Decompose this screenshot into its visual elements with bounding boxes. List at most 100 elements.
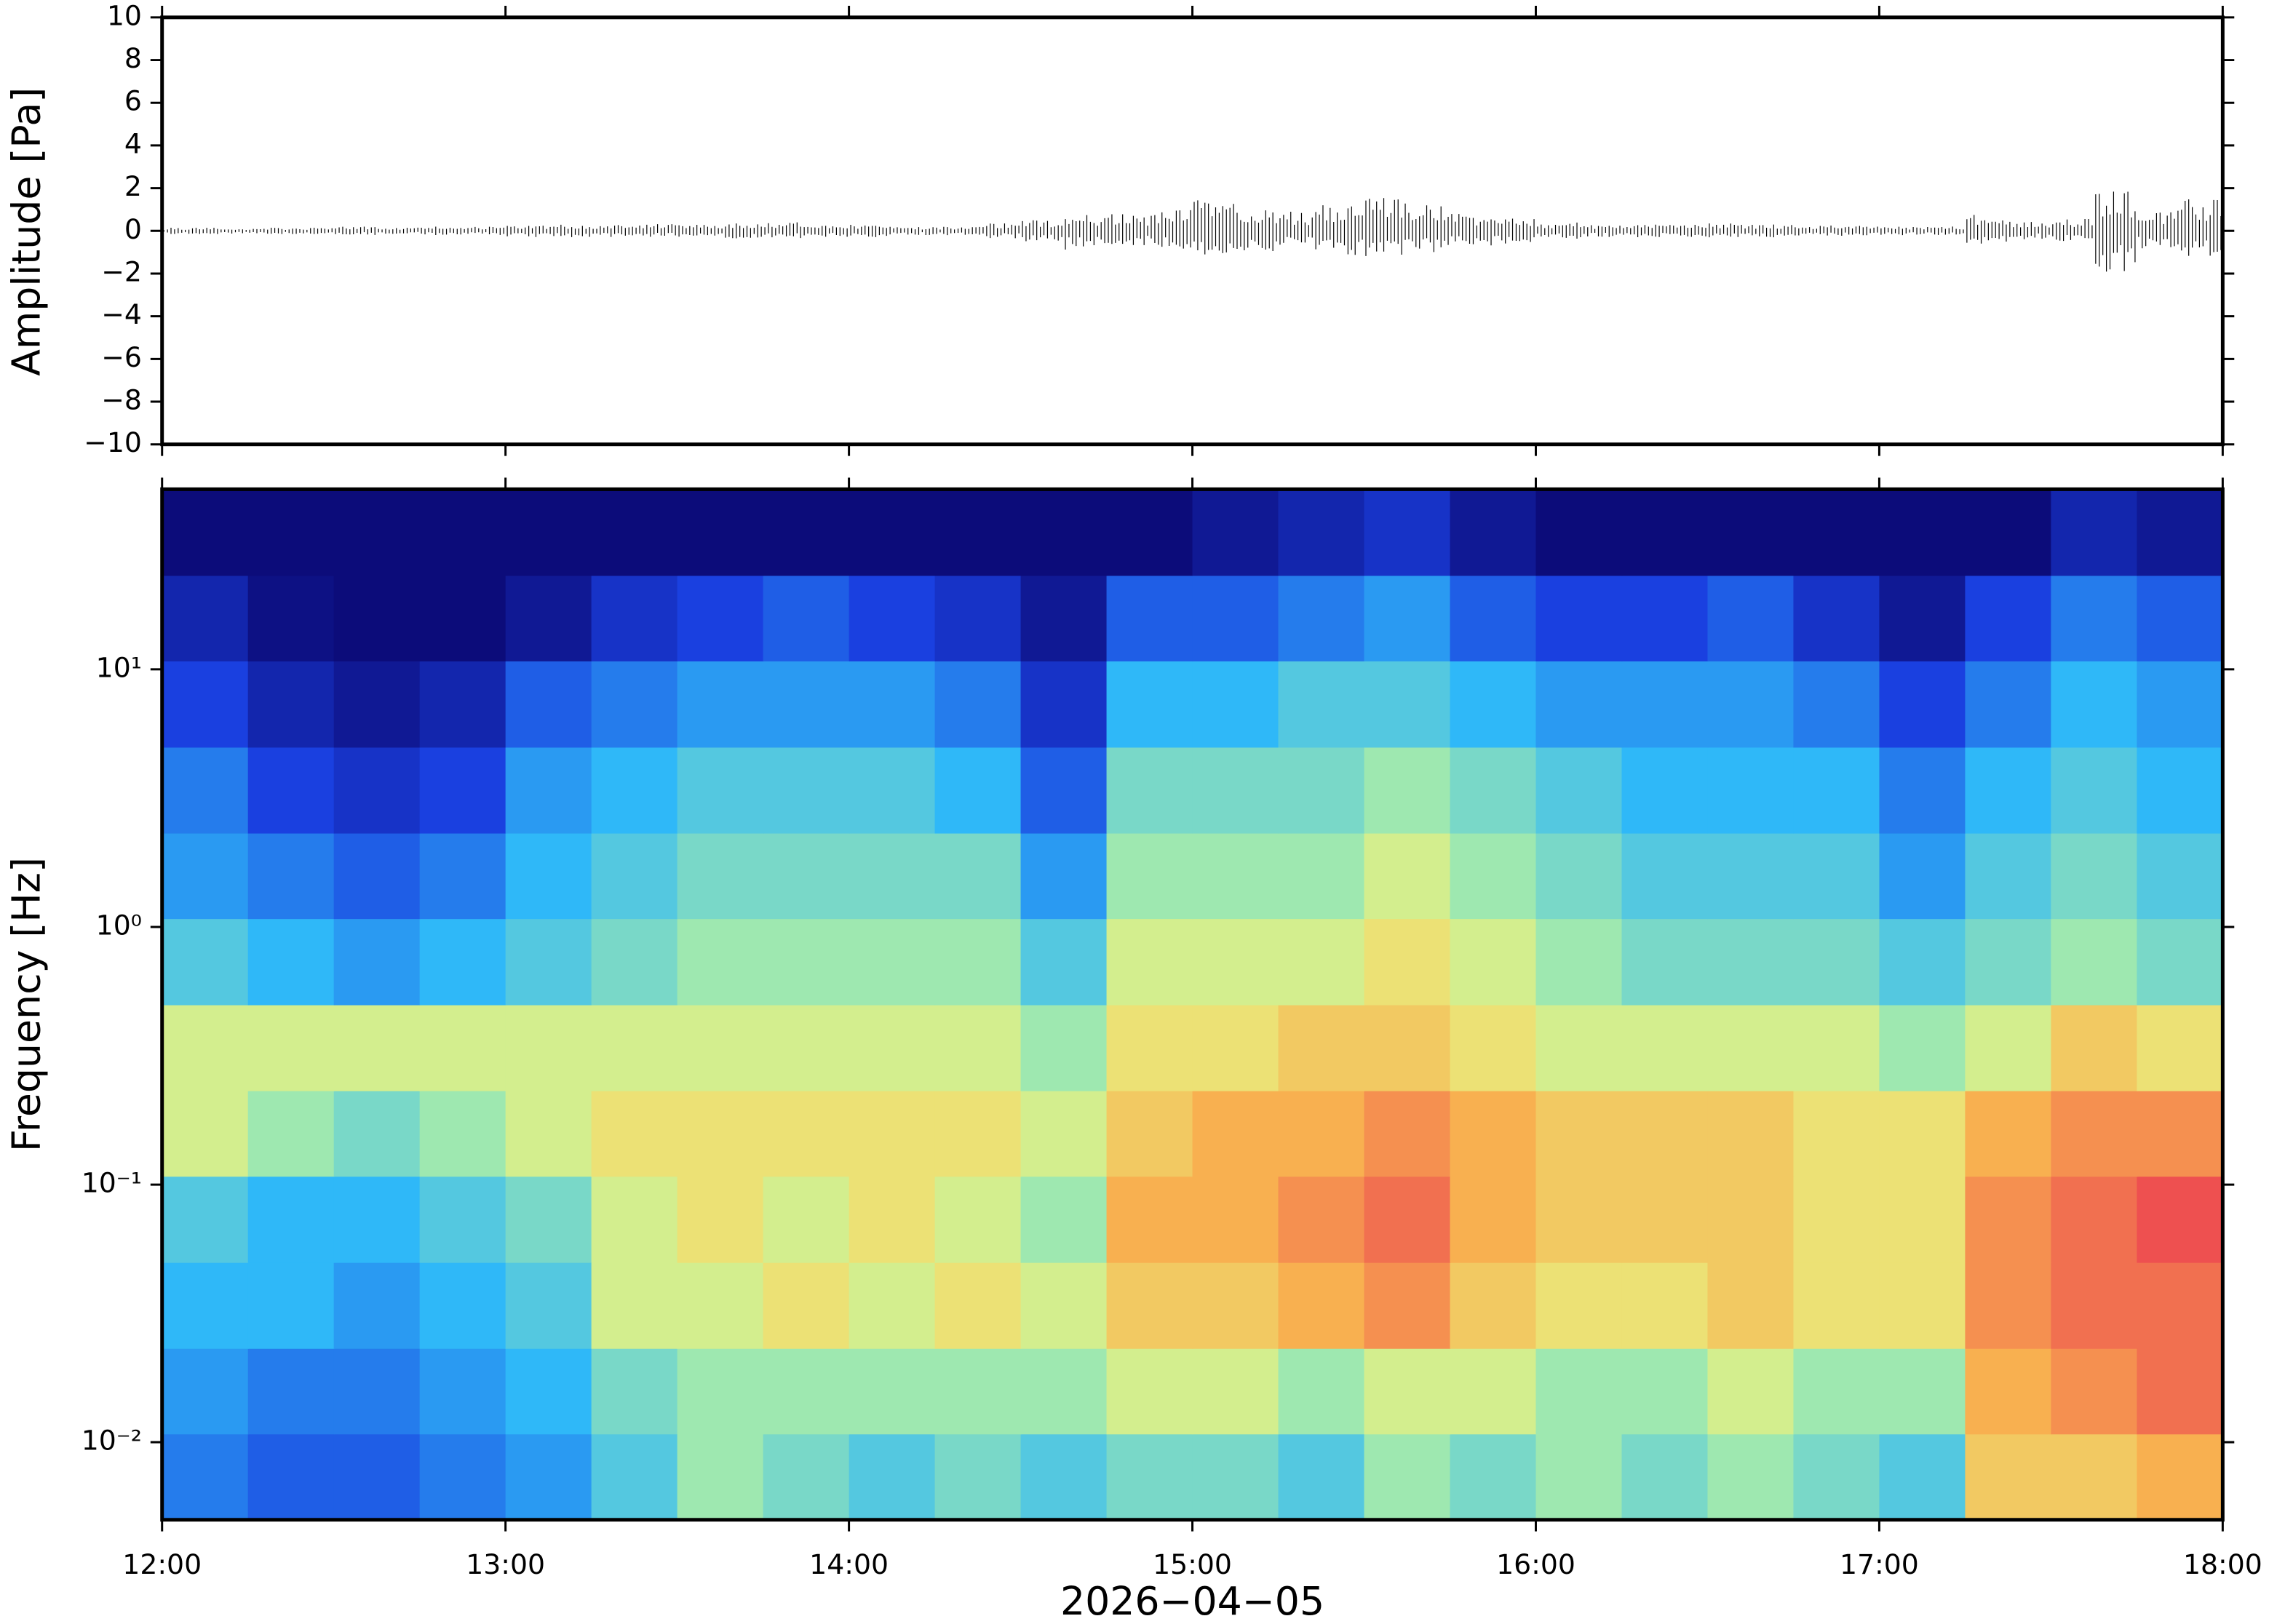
spectrogram-cell	[1364, 747, 1451, 834]
spectrogram-cell	[1621, 747, 1709, 834]
spectrogram-cell	[1621, 1433, 1709, 1521]
spectrogram-cell	[505, 489, 592, 576]
spectrogram-cell	[1278, 918, 1365, 1006]
spectrogram-cell	[419, 747, 506, 834]
spectrogram-cell	[1965, 575, 2052, 662]
spectrogram-cell	[1278, 1262, 1365, 1349]
spectrogram-cell	[247, 1433, 335, 1521]
waveform-envelope	[206, 228, 247, 234]
spectrogram-cell	[2051, 1262, 2138, 1349]
spectrogram-cell	[162, 918, 249, 1006]
waveform-envelope	[807, 226, 848, 237]
plot-frame	[160, 487, 2225, 1522]
spectrogram-cell	[763, 1262, 850, 1349]
spectrogram-cell	[1192, 1348, 1279, 1435]
x-tick-label: 15:00	[1153, 1548, 1232, 1580]
waveform-envelope	[1494, 218, 1535, 244]
spectrogram-cell	[333, 1433, 421, 1521]
spectrogram-cell	[677, 1090, 764, 1177]
spectrogram-cell	[1106, 747, 1193, 834]
spectrogram-cell	[2137, 575, 2224, 662]
waveform-envelope	[1623, 224, 1664, 238]
spectrogram-cell	[1707, 1090, 1795, 1177]
spectrogram-cell	[1707, 1004, 1795, 1091]
spectrogram-cell	[247, 1004, 335, 1091]
spectrogram-cell	[1020, 1090, 1108, 1177]
spectrogram-cell	[505, 661, 592, 748]
spectrogram-cell	[1020, 1433, 1108, 1521]
spectrogram-cell	[1621, 489, 1709, 576]
spectrogram-cell	[2051, 747, 2138, 834]
spectrogram-cell	[1106, 918, 1193, 1006]
waveform-envelope	[2052, 218, 2093, 242]
x-tick-label: 13:00	[466, 1548, 545, 1580]
spectrogram-cell	[1450, 918, 1537, 1006]
y-tick-label: 10⁰	[96, 909, 142, 941]
spectrogram-cell	[1450, 747, 1537, 834]
spectrogram-cell	[591, 1004, 678, 1091]
spectrogram-cell	[849, 489, 936, 576]
spectrogram-cell	[677, 747, 764, 834]
spectrogram-cell	[247, 661, 335, 748]
spectrogram-cell	[1106, 1262, 1193, 1349]
spectrogram-cell	[1707, 918, 1795, 1006]
spectrogram-cell	[419, 1090, 506, 1177]
y-tick-label: 10	[107, 0, 142, 31]
x-tick-label: 14:00	[809, 1548, 889, 1580]
waveform-envelope	[721, 223, 762, 239]
spectrogram-cell	[333, 747, 421, 834]
spectrogram-cell	[1535, 575, 1623, 662]
spectrogram-cell	[1879, 489, 1966, 576]
spectrogram-cell	[849, 1348, 936, 1435]
spectrogram-cell	[1192, 1090, 1279, 1177]
spectrogram-cell	[505, 747, 592, 834]
waveform-envelope	[1022, 220, 1062, 242]
spectrogram-cell	[1364, 1004, 1451, 1091]
spectrogram-cell	[1020, 489, 1108, 576]
spectrogram-cell	[419, 661, 506, 748]
spectrogram-cell	[505, 1176, 592, 1263]
spectrogram-cell	[1364, 489, 1451, 576]
spectrogram-cell	[1364, 1090, 1451, 1177]
spectrogram-cell	[2137, 1262, 2224, 1349]
spectrogram-cell	[1192, 489, 1279, 576]
spectrogram-cell	[1535, 1004, 1623, 1091]
spectrogram-cell	[934, 832, 1022, 920]
spectrogram-cell	[1621, 1262, 1709, 1349]
spectrogram-cell	[1793, 1348, 1880, 1435]
spectrogram-cell	[247, 832, 335, 920]
spectrogram-cell	[1879, 575, 1966, 662]
spectrogram-cell	[1450, 1433, 1537, 1521]
spectrogram-cell	[849, 661, 936, 748]
spectrogram-cell	[1364, 575, 1451, 662]
spectrogram-cell	[763, 661, 850, 748]
waveform-envelope	[1279, 212, 1320, 250]
spectrogram-cell	[2137, 1090, 2224, 1177]
x-tick-label: 16:00	[1496, 1548, 1575, 1580]
spectrogram-cell	[162, 575, 249, 662]
spectrogram-cell	[505, 1433, 592, 1521]
spectrogram-cell	[934, 661, 1022, 748]
spectrogram-cell	[1020, 661, 1108, 748]
spectrogram-cell	[2051, 832, 2138, 920]
spectrogram-cell	[763, 832, 850, 920]
spectrogram-cell	[1364, 1176, 1451, 1263]
spectrogram-cell	[763, 1433, 850, 1521]
spectrogram-cell	[1364, 1348, 1451, 1435]
spectrogram-cell	[934, 918, 1022, 1006]
spectrogram-cell	[1278, 1176, 1365, 1263]
spectrogram-cell	[1020, 575, 1108, 662]
spectrogram-cell	[505, 832, 592, 920]
spectrogram-cell	[2051, 489, 2138, 576]
spectrogram-cell	[2051, 661, 2138, 748]
waveform-envelope	[764, 222, 805, 239]
spectrogram-cell	[1965, 747, 2052, 834]
spectrogram-cell	[763, 1004, 850, 1091]
spectrogram-cell	[1020, 832, 1108, 920]
spectrogram-cell	[677, 1348, 764, 1435]
spectrogram-cell	[247, 747, 335, 834]
spectrogram-cell	[505, 1004, 592, 1091]
spectrogram-cell	[849, 1004, 936, 1091]
waveform-envelope	[1537, 222, 1578, 239]
waveform-envelope	[1752, 224, 1792, 238]
